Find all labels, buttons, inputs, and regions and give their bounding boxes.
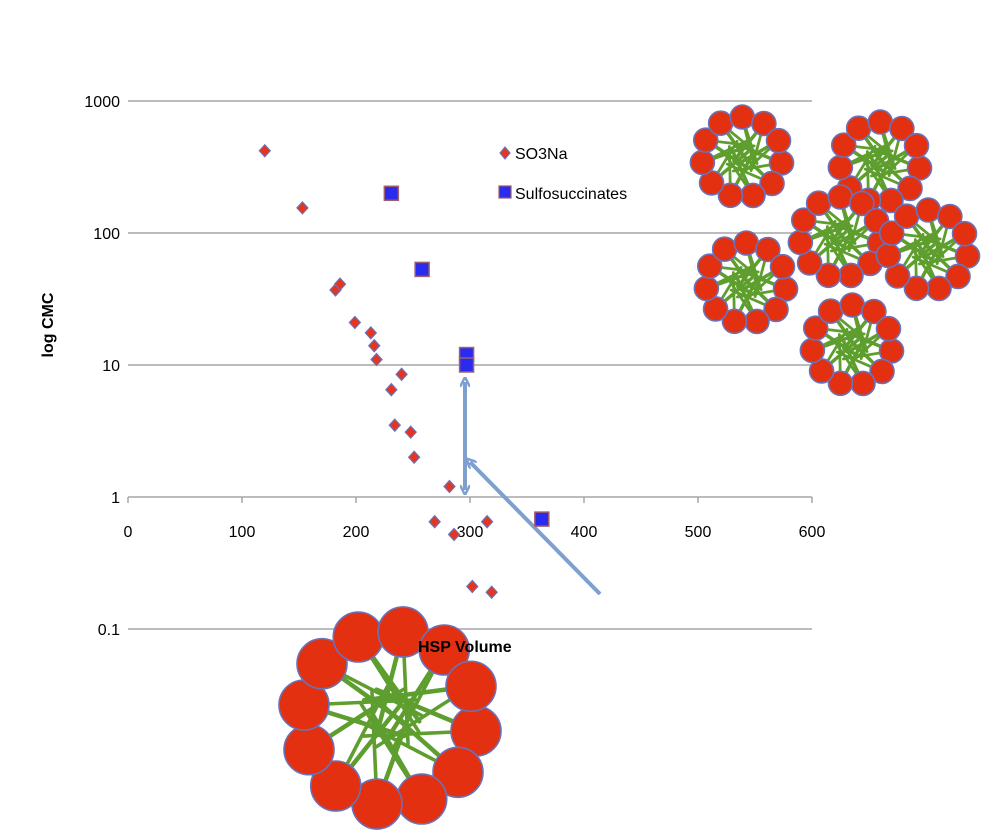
point-so3na	[395, 367, 408, 382]
annotation-arrows	[465, 382, 602, 596]
point-so3na	[485, 585, 498, 600]
x-axis-title: HSP Volume	[418, 639, 512, 656]
micelle	[875, 197, 981, 302]
x-tick-label: 600	[799, 524, 826, 541]
pointer-arrow	[470, 462, 602, 596]
y-tick-label: 1000	[84, 94, 120, 111]
legend-entry-so3na: SO3Na	[499, 146, 568, 163]
point-so3na	[480, 514, 494, 529]
x-tick-label: 200	[343, 524, 370, 541]
x-tick-label: 500	[685, 524, 712, 541]
micelle	[799, 292, 905, 397]
micelle	[278, 606, 502, 830]
point-so3na	[333, 277, 347, 292]
micelle	[689, 104, 795, 209]
large-micelle-icon	[278, 606, 502, 830]
point-so3na	[447, 527, 461, 542]
legend-label-sulfosuccinates: Sulfosuccinates	[515, 186, 627, 203]
point-so3na	[388, 418, 402, 433]
legend-label-so3na: SO3Na	[515, 146, 568, 163]
legend-square-marker	[498, 185, 512, 199]
x-tick-label: 100	[229, 524, 256, 541]
point-so3na	[428, 514, 441, 529]
micelle	[693, 230, 799, 335]
point-so3na	[407, 450, 421, 465]
point-sulfosuccinates	[414, 261, 430, 278]
x-tick-label: 300	[457, 524, 484, 541]
y-tick-label: 100	[93, 226, 120, 243]
point-so3na	[443, 479, 456, 494]
y-axis-title: log CMC	[40, 292, 57, 357]
point-so3na	[296, 200, 309, 215]
x-tick-label: 400	[571, 524, 598, 541]
micelle-cluster-icon	[689, 104, 981, 397]
y-tick-label: 0.1	[98, 622, 120, 639]
point-sulfosuccinates	[458, 357, 475, 373]
point-so3na	[364, 326, 378, 340]
legend: SO3Na Sulfosuccinates	[498, 146, 627, 203]
y-tick-label: 1	[111, 490, 120, 507]
point-so3na	[367, 338, 381, 353]
y-axis: 0.1 1 10 100 1000	[84, 94, 120, 639]
point-so3na	[370, 352, 383, 367]
point-so3na	[465, 579, 479, 594]
point-so3na	[258, 143, 272, 158]
data-points	[258, 143, 550, 600]
y-tick-label: 10	[102, 358, 120, 375]
point-so3na	[385, 382, 398, 397]
x-tick-label: 0	[124, 524, 133, 541]
x-axis: 0 100 200 300 400 500 600	[124, 497, 826, 541]
legend-diamond-marker	[499, 146, 511, 160]
legend-entry-sulfosuccinates: Sulfosuccinates	[498, 185, 627, 203]
point-so3na	[404, 425, 418, 440]
micelle	[787, 184, 893, 289]
point-so3na	[348, 315, 362, 330]
point-sulfosuccinates	[534, 511, 550, 527]
point-sulfosuccinates	[383, 185, 400, 202]
